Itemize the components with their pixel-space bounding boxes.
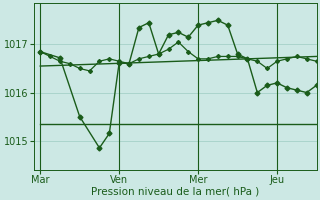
X-axis label: Pression niveau de la mer( hPa ): Pression niveau de la mer( hPa ) [91, 187, 259, 197]
